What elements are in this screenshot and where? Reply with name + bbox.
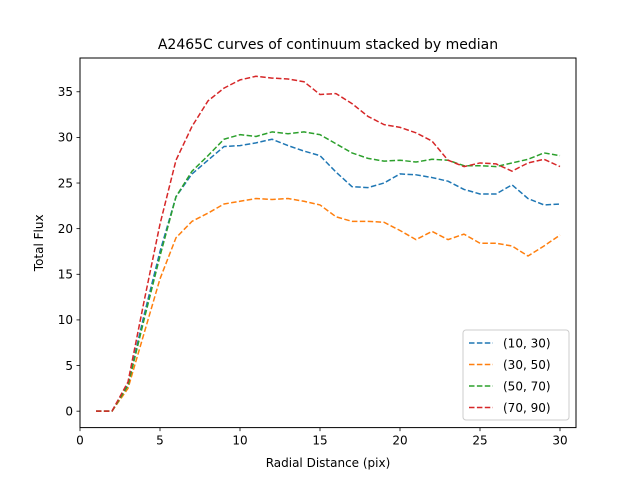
y-axis-label: Total Flux bbox=[32, 214, 46, 272]
chart-title: A2465C curves of continuum stacked by me… bbox=[158, 37, 498, 53]
series-line-2 bbox=[96, 131, 561, 412]
series-line-3 bbox=[96, 75, 561, 412]
legend-label-3: (70, 90) bbox=[503, 401, 551, 415]
axes-frame bbox=[79, 57, 577, 429]
y-tick-label: 35 bbox=[58, 85, 73, 99]
x-tick-label: 25 bbox=[472, 434, 487, 448]
series-lines bbox=[96, 75, 561, 412]
x-tick-label: 10 bbox=[232, 434, 247, 448]
x-axis-label: Radial Distance (pix) bbox=[266, 456, 391, 470]
y-tick-label: 20 bbox=[58, 222, 73, 236]
legend-label-2: (50, 70) bbox=[503, 379, 551, 393]
legend-label-0: (10, 30) bbox=[503, 336, 551, 350]
y-tick-label: 30 bbox=[58, 131, 73, 145]
x-tick-label: 15 bbox=[312, 434, 327, 448]
x-tick-label: 0 bbox=[76, 434, 84, 448]
y-tick-label: 5 bbox=[65, 359, 73, 373]
legend: (10, 30) (30, 50) (50, 70) (70, 90) bbox=[462, 329, 570, 421]
y-tick-label: 10 bbox=[58, 313, 73, 327]
y-tick-label: 0 bbox=[65, 404, 73, 418]
y-axis-ticks: 0 5 10 15 20 25 30 35 bbox=[58, 85, 80, 418]
x-tick-label: 5 bbox=[156, 434, 164, 448]
x-axis-ticks: 0 5 10 15 20 25 30 bbox=[76, 427, 568, 448]
series-line-1 bbox=[96, 197, 561, 412]
legend-box bbox=[462, 329, 570, 421]
y-tick-label: 15 bbox=[58, 268, 73, 282]
x-tick-label: 30 bbox=[552, 434, 567, 448]
x-tick-label: 20 bbox=[392, 434, 407, 448]
y-tick-label: 25 bbox=[58, 176, 73, 190]
legend-label-1: (30, 50) bbox=[503, 358, 551, 372]
